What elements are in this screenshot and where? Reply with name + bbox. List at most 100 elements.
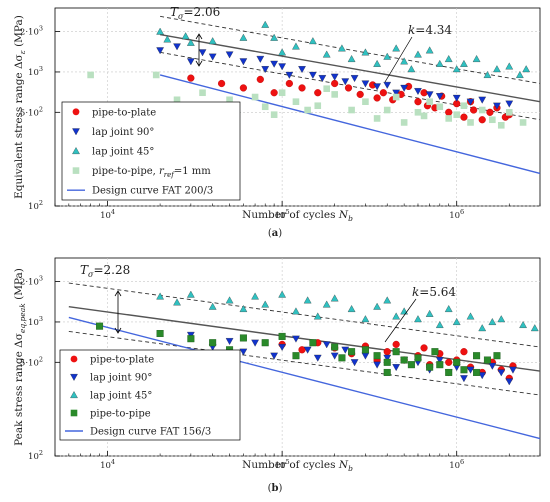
data-point xyxy=(460,375,468,383)
band-arrow-head-bottom xyxy=(114,327,122,334)
data-point xyxy=(313,354,322,362)
data-point xyxy=(497,315,506,323)
data-point xyxy=(407,65,416,73)
data-point xyxy=(209,339,217,347)
data-point xyxy=(509,366,517,374)
data-point xyxy=(383,52,392,60)
legend-label-symbol: r xyxy=(159,166,165,177)
data-point xyxy=(373,115,381,122)
data-point xyxy=(261,66,270,74)
legend-label: lap joint 90° xyxy=(90,373,152,384)
legend-label: lap joint 90° xyxy=(92,127,154,138)
data-point xyxy=(505,109,513,116)
legend-label-text: lap joint 90° xyxy=(90,373,152,384)
legend-marker xyxy=(70,409,78,417)
x-axis-label: Number of cycles Nb xyxy=(242,459,353,473)
x-tick-label: 105 xyxy=(275,208,290,221)
data-point xyxy=(225,51,234,59)
data-point xyxy=(379,89,387,97)
data-point xyxy=(323,85,330,93)
data-point xyxy=(338,354,346,362)
slope-value: =4.34 xyxy=(415,23,452,37)
x-axis-label-symbol: N xyxy=(338,459,349,471)
data-point xyxy=(285,71,294,79)
data-point xyxy=(478,116,486,124)
data-point xyxy=(356,90,364,99)
series-lap-joint-45- xyxy=(156,20,531,78)
legend-marker xyxy=(72,147,80,155)
data-point xyxy=(425,91,434,99)
data-point xyxy=(467,119,474,126)
data-point xyxy=(435,93,444,101)
y-tick-base: 2·10 xyxy=(20,28,39,38)
legend-label-rest: =1 mm xyxy=(174,166,211,177)
y-tick-exponent: 2 xyxy=(39,449,43,457)
data-point xyxy=(226,96,233,104)
data-point xyxy=(270,89,278,97)
scatter-band-label: Tσ=2.06 xyxy=(170,5,220,21)
data-point xyxy=(278,344,286,351)
data-point xyxy=(466,98,475,106)
legend: pipe-to-plate lap joint 90° lap joint 45° p… xyxy=(59,349,241,441)
band-arrow-head-top xyxy=(195,33,203,40)
panel-label-open: ( xyxy=(268,228,272,239)
data-point xyxy=(519,321,527,328)
slope-pointer xyxy=(384,298,417,343)
data-point xyxy=(331,91,338,98)
data-point xyxy=(426,98,433,105)
data-point xyxy=(435,356,444,364)
data-point xyxy=(466,312,475,320)
data-point xyxy=(292,98,300,105)
y-tick-exponent: 3 xyxy=(39,275,43,283)
data-point xyxy=(304,106,311,114)
data-point xyxy=(292,335,300,343)
data-point xyxy=(331,79,339,88)
legend-label: lap joint 45° xyxy=(90,391,152,402)
data-point xyxy=(208,302,217,310)
data-point xyxy=(519,119,527,126)
curve-design-curve-fat-156-3 xyxy=(68,316,541,440)
data-point xyxy=(239,305,248,312)
data-point xyxy=(392,348,400,356)
legend-label-base: pipe-to-pipe, xyxy=(92,166,159,177)
data-point xyxy=(199,89,206,97)
band-arrow-head-bottom xyxy=(195,60,203,67)
data-point xyxy=(414,50,422,58)
data-point xyxy=(392,312,401,320)
x-tick-label: 105 xyxy=(275,458,290,471)
data-point xyxy=(338,44,346,52)
data-point xyxy=(373,352,381,360)
x-tick-label: 104 xyxy=(100,458,115,471)
data-point xyxy=(516,71,524,78)
data-point xyxy=(96,322,104,330)
data-point xyxy=(453,111,461,118)
x-axis-label-text: Number of cycles xyxy=(242,459,339,471)
data-point xyxy=(181,32,190,40)
y-axis-label-unit: (MPa) xyxy=(13,268,25,303)
curve-upper-scatter-bound xyxy=(160,15,541,84)
legend-label-subscript: ref xyxy=(164,171,175,179)
data-point xyxy=(251,339,259,347)
x-tick-base: 10 xyxy=(100,461,111,471)
slope-label: k=4.34 xyxy=(408,23,452,37)
scatter-band-subscript: σ xyxy=(178,12,184,21)
panel-label-close: ) xyxy=(279,483,283,494)
data-point xyxy=(488,318,497,325)
data-point xyxy=(261,339,269,347)
data-point xyxy=(478,106,486,114)
y-tick-exponent: 2 xyxy=(39,105,43,113)
data-point xyxy=(478,372,487,380)
y-tick-label: 2·103 xyxy=(20,275,43,288)
data-point xyxy=(348,348,356,356)
data-point xyxy=(239,58,248,66)
data-point xyxy=(497,369,506,377)
data-point xyxy=(350,359,359,367)
data-point xyxy=(452,318,461,325)
legend-label-text: Design curve FAT 200/3 xyxy=(92,186,213,197)
data-point xyxy=(478,96,487,104)
legend-label: Design curve FAT 200/3 xyxy=(92,186,213,197)
legend-label: pipe-to-plate xyxy=(90,355,154,366)
data-point xyxy=(435,321,444,328)
data-point xyxy=(261,20,270,28)
data-point xyxy=(414,315,422,323)
